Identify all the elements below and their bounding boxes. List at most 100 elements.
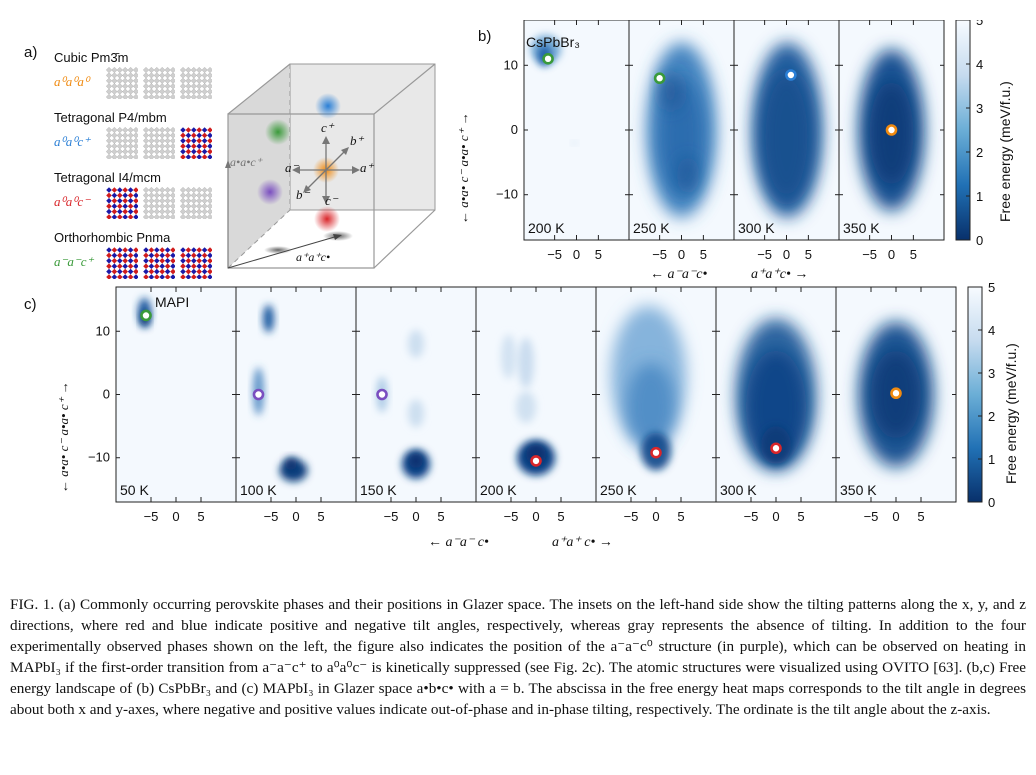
colorbar-tick: 4: [988, 323, 995, 338]
phase-glazer: a⁰a⁰c⁻: [54, 194, 91, 209]
temperature-label: 100 K: [240, 482, 277, 498]
tilt-pattern-rb: [180, 247, 212, 279]
phase-marker: [885, 124, 898, 136]
phase-name: Cubic Pm3̄m: [54, 50, 129, 65]
tilt-pattern-rb: [106, 187, 138, 219]
colorbar-tick: 3: [988, 366, 995, 381]
colorbar: [967, 286, 983, 503]
cube-b-minus: b⁻: [296, 187, 310, 202]
x-tick-label: −5: [862, 247, 877, 262]
colorbar-tick: 2: [988, 409, 995, 424]
cube-c-minus: c⁻: [325, 193, 338, 208]
phase-marker: [650, 446, 662, 459]
heatmap-panel: [116, 287, 236, 502]
panel-b-xaxis-right: a⁺a⁺c• →: [751, 267, 809, 282]
phase-marker: [770, 442, 782, 455]
panel-b-colorbar-label: Free energy (meV/f.u.): [997, 81, 1013, 222]
x-tick-label: 5: [917, 509, 924, 524]
panel-a-label: a): [24, 44, 38, 61]
tilt-pattern-rb: [143, 247, 175, 279]
phase-row: Cubic Pm3̄m a⁰a⁰a⁰: [54, 50, 224, 108]
phase-marker-red: [314, 206, 340, 232]
temperature-label: 50 K: [120, 482, 149, 498]
x-tick-label: −5: [624, 509, 639, 524]
cube-a-plus: a⁺: [360, 160, 374, 175]
x-tick-label: −5: [504, 509, 519, 524]
temperature-label: 200 K: [480, 482, 517, 498]
y-tick-label: 10: [96, 323, 110, 338]
x-tick-label: 0: [888, 247, 895, 262]
phase-name: Tetragonal I4/mcm: [54, 170, 161, 185]
colorbar-tick: 0: [988, 495, 995, 510]
colorbar: [955, 20, 971, 241]
temperature-label: 350 K: [840, 482, 877, 498]
temperature-label: 250 K: [633, 220, 670, 236]
phase-marker: [785, 69, 797, 81]
heatmap-panel: [524, 20, 629, 240]
panel-c-xaxis-left: ← a⁻a⁻ c•: [428, 535, 489, 550]
phase-glazer: a⁰a⁰c⁺: [54, 134, 91, 149]
phase-marker: [140, 309, 152, 322]
colorbar-tick: 3: [976, 101, 983, 116]
x-tick-label: 5: [677, 509, 684, 524]
phase-glazer: a⁰a⁰a⁰: [54, 74, 90, 89]
phase-name: Tetragonal P4/mbm: [54, 110, 167, 125]
x-tick-label: −5: [744, 509, 759, 524]
x-tick-label: −5: [652, 247, 667, 262]
heatmap-panel: [836, 287, 956, 502]
tilt-pattern-gray: [180, 187, 212, 219]
colorbar-tick: 0: [976, 233, 983, 248]
cube-a-minus: a⁻: [285, 160, 299, 175]
colorbar-tick: 5: [976, 20, 983, 28]
temperature-label: 300 K: [720, 482, 757, 498]
x-tick-label: −5: [757, 247, 772, 262]
heatmap-panel: [596, 287, 716, 502]
phase-marker-green: [265, 119, 291, 145]
x-tick-label: 5: [317, 509, 324, 524]
phase-marker-blue: [315, 93, 341, 119]
y-tick-label: 0: [511, 122, 518, 137]
x-tick-label: 0: [783, 247, 790, 262]
tilt-pattern-gray: [143, 127, 175, 159]
x-tick-label: −5: [864, 509, 879, 524]
y-tick-label: 10: [504, 57, 518, 72]
y-tick-label: −10: [88, 450, 110, 465]
phase-marker: [542, 53, 554, 65]
tilt-pattern-gray: [106, 127, 138, 159]
panel-c-material: MAPI: [155, 294, 190, 310]
x-tick-label: −5: [144, 509, 159, 524]
phase-marker: [653, 72, 666, 85]
phase-marker: [376, 388, 388, 401]
x-tick-label: −5: [264, 509, 279, 524]
phase-marker: [890, 387, 902, 400]
phase-marker-purple: [257, 179, 283, 205]
colorbar-tick: 5: [988, 282, 995, 295]
glazer-cube: [225, 63, 436, 269]
heatmap-panel: [716, 287, 836, 502]
temperature-label: 350 K: [843, 220, 880, 236]
temperature-label: 150 K: [360, 482, 397, 498]
phase-name: Orthorhombic Pnma: [54, 230, 171, 245]
cube-c-plus: c⁺: [321, 120, 334, 135]
phase-glazer: a⁻a⁻c⁺: [54, 254, 94, 269]
temperature-label: 250 K: [600, 482, 637, 498]
tilt-pattern-gray: [106, 67, 138, 99]
x-tick-label: 0: [652, 509, 659, 524]
phase-marker: [530, 455, 542, 467]
tilt-pattern-rb: [106, 247, 138, 279]
cube-b-plus: b⁺: [350, 133, 364, 148]
x-tick-label: −5: [384, 509, 399, 524]
panel-b-yaxis: ← a•a• c⁻ a•a• c⁺ →: [456, 112, 471, 224]
x-tick-label: 0: [292, 509, 299, 524]
colorbar-tick: 1: [976, 189, 983, 204]
x-tick-label: 5: [557, 509, 564, 524]
x-tick-label: 0: [532, 509, 539, 524]
x-tick-label: 0: [573, 247, 580, 262]
tilt-pattern-rb: [180, 127, 212, 159]
cube-side-label: a•a•c⁺: [230, 155, 263, 169]
phase-row: Tetragonal I4/mcm a⁰a⁰c⁻: [54, 170, 224, 228]
x-tick-label: 5: [910, 247, 917, 262]
y-tick-label: −10: [496, 187, 518, 202]
x-tick-label: 5: [805, 247, 812, 262]
